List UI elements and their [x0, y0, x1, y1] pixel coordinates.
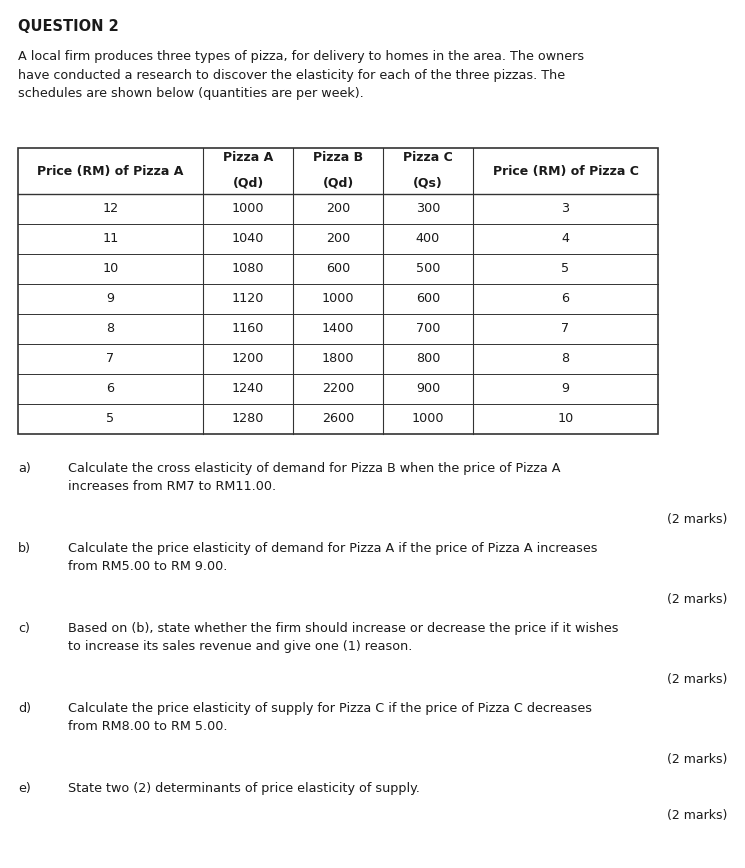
Text: a): a): [18, 462, 31, 475]
Text: 7: 7: [107, 352, 115, 365]
Text: d): d): [18, 702, 31, 715]
Text: Pizza B: Pizza B: [313, 151, 363, 164]
Text: 1120: 1120: [232, 293, 264, 306]
Text: 9: 9: [107, 293, 115, 306]
Text: Calculate the price elasticity of demand for Pizza A if the price of Pizza A inc: Calculate the price elasticity of demand…: [68, 542, 597, 573]
Text: Pizza C: Pizza C: [403, 151, 453, 164]
Text: 600: 600: [326, 262, 350, 275]
Text: 500: 500: [416, 262, 440, 275]
Text: 9: 9: [562, 383, 569, 396]
Text: (2 marks): (2 marks): [667, 512, 727, 525]
Text: 1000: 1000: [232, 202, 264, 215]
Text: 1400: 1400: [322, 323, 354, 336]
Text: 1280: 1280: [232, 412, 264, 425]
Text: 8: 8: [562, 352, 570, 365]
Text: Calculate the cross elasticity of demand for Pizza B when the price of Pizza A
i: Calculate the cross elasticity of demand…: [68, 462, 560, 493]
Text: 900: 900: [416, 383, 440, 396]
Text: 1160: 1160: [232, 323, 264, 336]
Text: State two (2) determinants of price elasticity of supply.: State two (2) determinants of price elas…: [68, 782, 420, 795]
Text: (2 marks): (2 marks): [667, 593, 727, 606]
Text: Calculate the price elasticity of supply for Pizza C if the price of Pizza C dec: Calculate the price elasticity of supply…: [68, 702, 592, 733]
Text: 4: 4: [562, 233, 569, 246]
Text: (Qs): (Qs): [413, 177, 443, 190]
Text: 6: 6: [107, 383, 115, 396]
Text: (2 marks): (2 marks): [667, 673, 727, 686]
Text: 1800: 1800: [322, 352, 355, 365]
Text: 200: 200: [326, 233, 350, 246]
Text: Price (RM) of Pizza C: Price (RM) of Pizza C: [492, 165, 638, 177]
Text: 600: 600: [416, 293, 440, 306]
Text: 2200: 2200: [322, 383, 354, 396]
Text: b): b): [18, 542, 31, 555]
Text: 700: 700: [416, 323, 440, 336]
Text: e): e): [18, 782, 31, 795]
Text: 5: 5: [107, 412, 115, 425]
Text: 200: 200: [326, 202, 350, 215]
Text: 5: 5: [562, 262, 570, 275]
Text: 1000: 1000: [322, 293, 355, 306]
Bar: [18, 148, 658, 434]
Text: Based on (b), state whether the firm should increase or decrease the price if it: Based on (b), state whether the firm sho…: [68, 622, 618, 653]
Text: 300: 300: [416, 202, 440, 215]
Text: c): c): [18, 622, 30, 635]
Text: 1000: 1000: [412, 412, 444, 425]
Text: 1080: 1080: [232, 262, 264, 275]
Text: 400: 400: [416, 233, 440, 246]
Text: 2600: 2600: [322, 412, 354, 425]
Text: 3: 3: [562, 202, 570, 215]
Text: A local firm produces three types of pizza, for delivery to homes in the area. T: A local firm produces three types of piz…: [18, 50, 584, 100]
Text: (2 marks): (2 marks): [667, 753, 727, 766]
Text: 10: 10: [557, 412, 574, 425]
Text: 10: 10: [102, 262, 118, 275]
Text: 8: 8: [107, 323, 115, 336]
Text: 800: 800: [416, 352, 440, 365]
Text: (Qd): (Qd): [323, 177, 354, 190]
Text: 11: 11: [102, 233, 118, 246]
Text: Pizza A: Pizza A: [223, 151, 273, 164]
Text: Price (RM) of Pizza A: Price (RM) of Pizza A: [37, 165, 184, 177]
Text: QUESTION 2: QUESTION 2: [18, 19, 118, 34]
Text: 1200: 1200: [232, 352, 264, 365]
Text: 7: 7: [562, 323, 570, 336]
Text: 1240: 1240: [232, 383, 264, 396]
Text: 6: 6: [562, 293, 569, 306]
Text: 1040: 1040: [232, 233, 264, 246]
Text: (2 marks): (2 marks): [667, 809, 727, 822]
Text: (Qd): (Qd): [232, 177, 264, 190]
Text: 12: 12: [102, 202, 118, 215]
